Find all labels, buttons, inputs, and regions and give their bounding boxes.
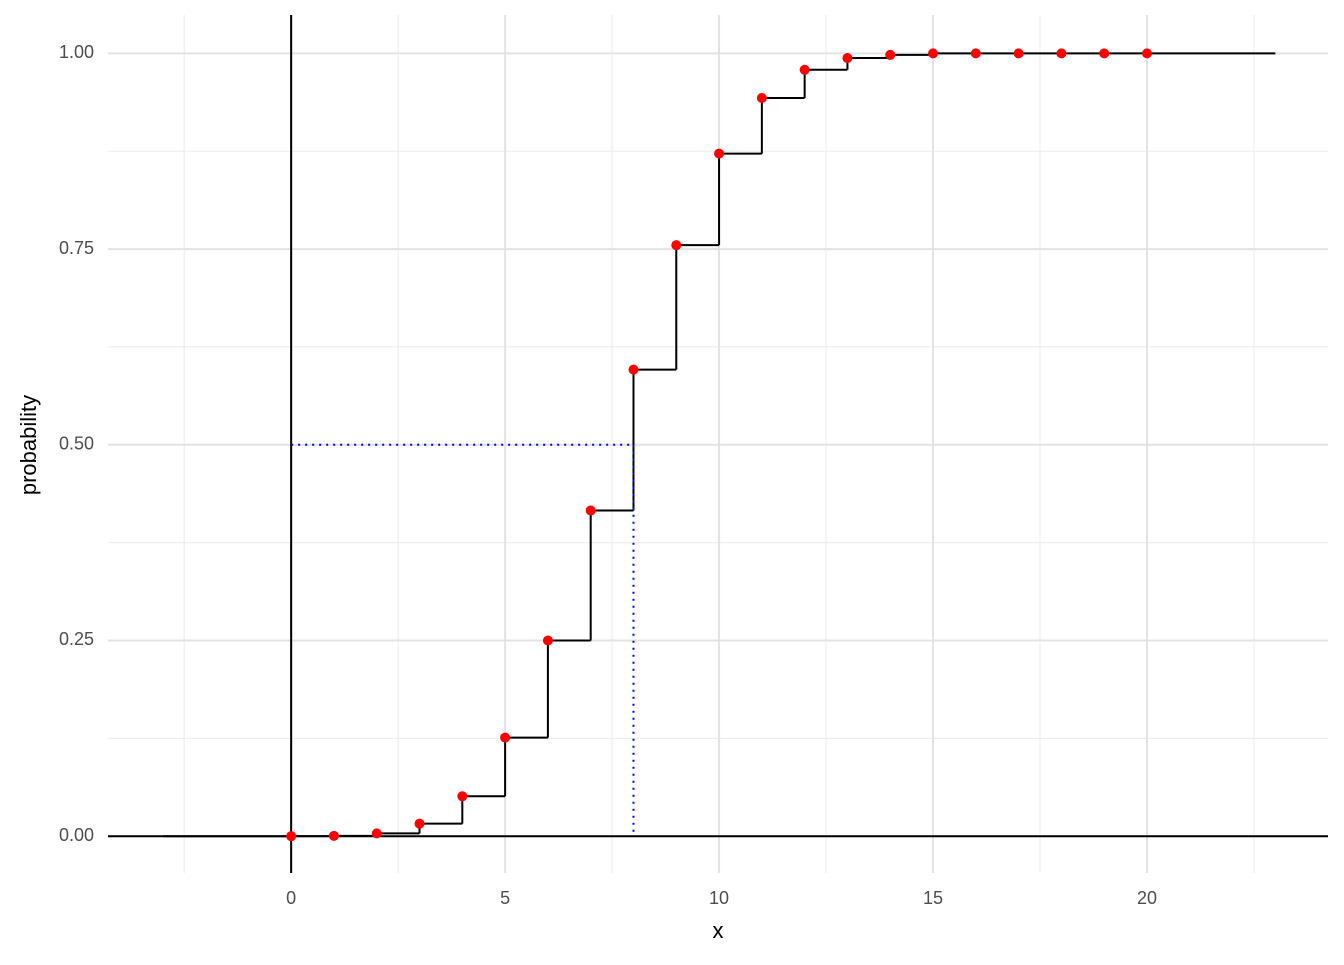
step-segment — [847, 58, 890, 70]
point — [628, 365, 638, 375]
step-segment — [462, 796, 505, 823]
point — [928, 48, 938, 58]
point — [372, 828, 382, 838]
point — [457, 791, 467, 801]
point — [885, 50, 895, 60]
step-segment — [719, 154, 762, 246]
point — [971, 48, 981, 58]
y-tick-label: 1.00 — [59, 42, 94, 62]
point — [415, 819, 425, 829]
y-tick-label: 0.25 — [59, 629, 94, 649]
point — [543, 635, 553, 645]
point — [1056, 48, 1066, 58]
y-tick-label: 0.00 — [59, 825, 94, 845]
point — [671, 240, 681, 250]
x-tick-label: 10 — [709, 888, 729, 908]
point — [800, 65, 810, 75]
step-segment — [676, 245, 719, 369]
point — [757, 93, 767, 103]
x-tick-label: 0 — [286, 888, 296, 908]
y-axis-label: probability — [16, 395, 41, 495]
y-tick-label: 0.50 — [59, 434, 94, 454]
step-segment — [505, 738, 548, 797]
step-segment — [890, 55, 933, 58]
x-tick-label: 5 — [500, 888, 510, 908]
step-segment — [420, 824, 463, 834]
point — [586, 506, 596, 516]
point — [1142, 48, 1152, 58]
point — [842, 53, 852, 63]
x-tick-label: 15 — [923, 888, 943, 908]
step-segment — [762, 98, 805, 154]
point — [1014, 48, 1024, 58]
step-segment — [548, 640, 591, 737]
y-tick-label: 0.75 — [59, 238, 94, 258]
x-tick-label: 20 — [1137, 888, 1157, 908]
point — [714, 149, 724, 159]
point — [329, 831, 339, 841]
point — [500, 733, 510, 743]
x-axis-label: x — [713, 918, 724, 943]
step-segment — [933, 53, 976, 55]
step-segment — [633, 370, 676, 511]
point — [286, 831, 296, 841]
point — [1099, 48, 1109, 58]
